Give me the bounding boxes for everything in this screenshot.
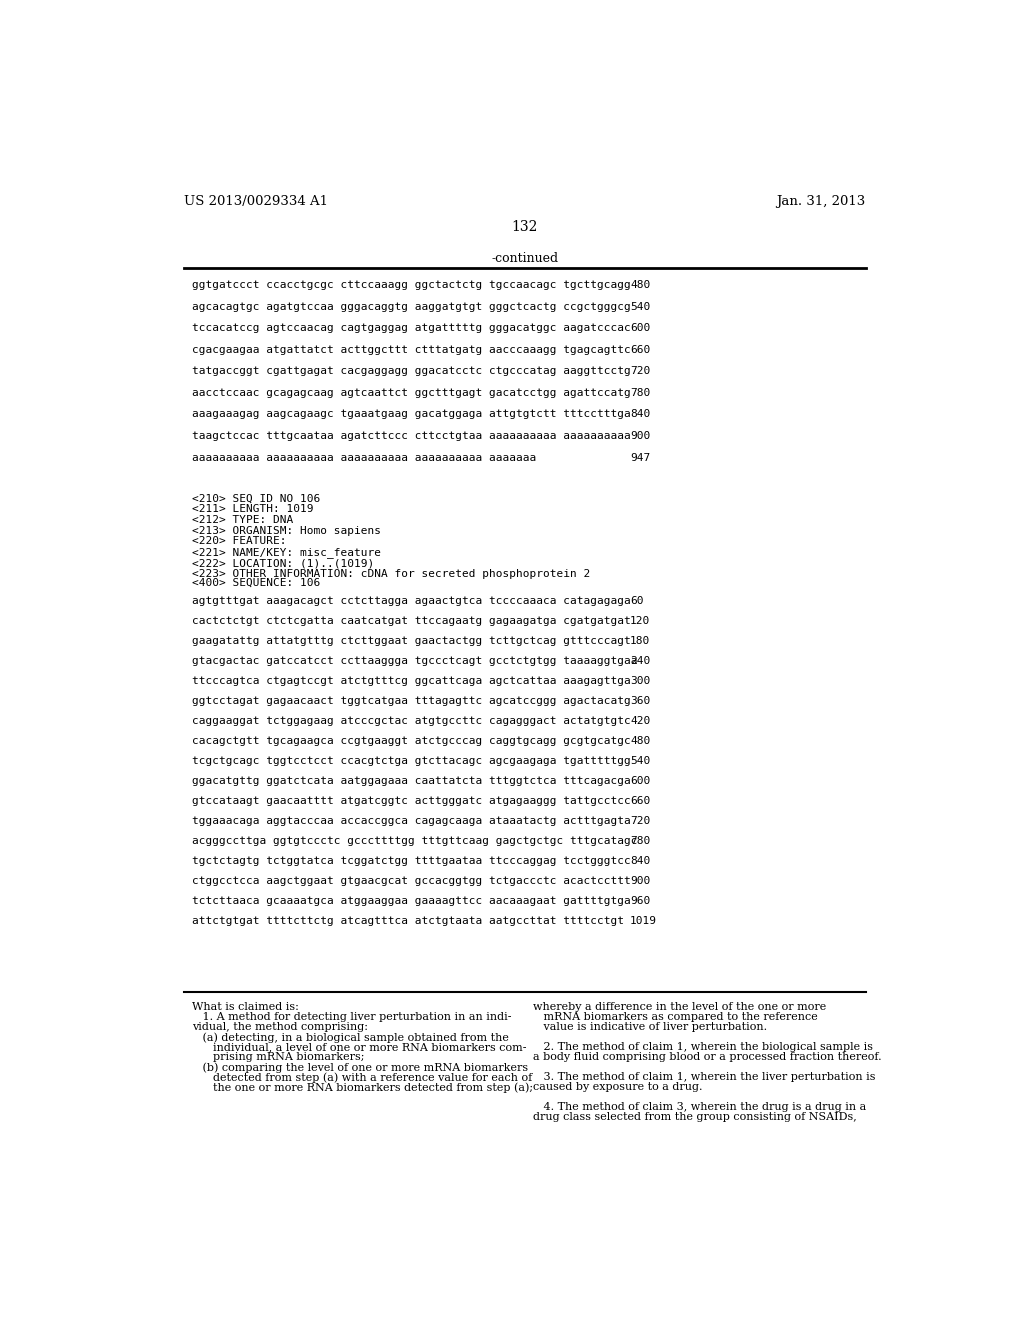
Text: attctgtgat ttttcttctg atcagtttca atctgtaata aatgccttat ttttcctgt: attctgtgat ttttcttctg atcagtttca atctgta… [191, 916, 624, 927]
Text: <220> FEATURE:: <220> FEATURE: [191, 536, 286, 546]
Text: aaaaaaaaaa aaaaaaaaaa aaaaaaaaaa aaaaaaaaaa aaaaaaa: aaaaaaaaaa aaaaaaaaaa aaaaaaaaaa aaaaaaa… [191, 453, 536, 462]
Text: 720: 720 [630, 367, 650, 376]
Text: 900: 900 [630, 430, 650, 441]
Text: individual, a level of one or more RNA biomarkers com-: individual, a level of one or more RNA b… [191, 1043, 526, 1052]
Text: (a) detecting, in a biological sample obtained from the: (a) detecting, in a biological sample ob… [191, 1032, 509, 1043]
Text: 780: 780 [630, 836, 650, 846]
Text: <210> SEQ ID NO 106: <210> SEQ ID NO 106 [191, 494, 319, 503]
Text: <213> ORGANISM: Homo sapiens: <213> ORGANISM: Homo sapiens [191, 525, 381, 536]
Text: 360: 360 [630, 696, 650, 706]
Text: tgctctagtg tctggtatca tcggatctgg ttttgaataa ttcccaggag tcctgggtcc: tgctctagtg tctggtatca tcggatctgg ttttgaa… [191, 857, 631, 866]
Text: 900: 900 [630, 876, 650, 886]
Text: agtgtttgat aaagacagct cctcttagga agaactgtca tccccaaaca catagagaga: agtgtttgat aaagacagct cctcttagga agaactg… [191, 595, 631, 606]
Text: <212> TYPE: DNA: <212> TYPE: DNA [191, 515, 293, 525]
Text: <211> LENGTH: 1019: <211> LENGTH: 1019 [191, 504, 313, 513]
Text: caggaaggat tctggagaag atcccgctac atgtgccttc cagagggact actatgtgtc: caggaaggat tctggagaag atcccgctac atgtgcc… [191, 715, 631, 726]
Text: 1. A method for detecting liver perturbation in an indi-: 1. A method for detecting liver perturba… [191, 1012, 511, 1022]
Text: cactctctgt ctctcgatta caatcatgat ttccagaatg gagaagatga cgatgatgat: cactctctgt ctctcgatta caatcatgat ttccaga… [191, 615, 631, 626]
Text: tggaaacaga aggtacccaa accaccggca cagagcaaga ataaatactg actttgagta: tggaaacaga aggtacccaa accaccggca cagagca… [191, 816, 631, 826]
Text: tctcttaaca gcaaaatgca atggaaggaa gaaaagttcc aacaaagaat gattttgtga: tctcttaaca gcaaaatgca atggaaggaa gaaaagt… [191, 896, 631, 906]
Text: 840: 840 [630, 409, 650, 420]
Text: <400> SEQUENCE: 106: <400> SEQUENCE: 106 [191, 578, 319, 587]
Text: 480: 480 [630, 280, 650, 290]
Text: taagctccac tttgcaataa agatcttccc cttcctgtaa aaaaaaaaaa aaaaaaaaaa: taagctccac tttgcaataa agatcttccc cttcctg… [191, 430, 631, 441]
Text: 420: 420 [630, 715, 650, 726]
Text: <223> OTHER INFORMATION: cDNA for secreted phosphoprotein 2: <223> OTHER INFORMATION: cDNA for secret… [191, 569, 590, 578]
Text: ggacatgttg ggatctcata aatggagaaa caattatcta tttggtctca tttcagacga: ggacatgttg ggatctcata aatggagaaa caattat… [191, 776, 631, 785]
Text: cacagctgtt tgcagaagca ccgtgaaggt atctgcccag caggtgcagg gcgtgcatgc: cacagctgtt tgcagaagca ccgtgaaggt atctgcc… [191, 737, 631, 746]
Text: ggtcctagat gagaacaact tggtcatgaa tttagagttc agcatccggg agactacatg: ggtcctagat gagaacaact tggtcatgaa tttagag… [191, 696, 631, 706]
Text: 720: 720 [630, 816, 650, 826]
Text: ggtgatccct ccacctgcgc cttccaaagg ggctactctg tgccaacagc tgcttgcagg: ggtgatccct ccacctgcgc cttccaaagg ggctact… [191, 280, 631, 290]
Text: whereby a difference in the level of the one or more: whereby a difference in the level of the… [532, 1002, 825, 1012]
Text: gtccataagt gaacaatttt atgatcggtc acttgggatc atgagaaggg tattgcctcc: gtccataagt gaacaatttt atgatcggtc acttggg… [191, 796, 631, 807]
Text: tatgaccggt cgattgagat cacgaggagg ggacatcctc ctgcccatag aaggttcctg: tatgaccggt cgattgagat cacgaggagg ggacatc… [191, 367, 631, 376]
Text: acgggccttga ggtgtccctc gcccttttgg tttgttcaag gagctgctgc tttgcatagc: acgggccttga ggtgtccctc gcccttttgg tttgtt… [191, 836, 637, 846]
Text: 132: 132 [512, 220, 538, 234]
Text: aaagaaagag aagcagaagc tgaaatgaag gacatggaga attgtgtctt tttcctttga: aaagaaagag aagcagaagc tgaaatgaag gacatgg… [191, 409, 631, 420]
Text: 240: 240 [630, 656, 650, 665]
Text: 480: 480 [630, 737, 650, 746]
Text: -continued: -continued [492, 252, 558, 265]
Text: <222> LOCATION: (1)..(1019): <222> LOCATION: (1)..(1019) [191, 558, 374, 568]
Text: prising mRNA biomarkers;: prising mRNA biomarkers; [191, 1052, 365, 1063]
Text: 660: 660 [630, 345, 650, 355]
Text: (b) comparing the level of one or more mRNA biomarkers: (b) comparing the level of one or more m… [191, 1063, 527, 1073]
Text: aacctccaac gcagagcaag agtcaattct ggctttgagt gacatcctgg agattccatg: aacctccaac gcagagcaag agtcaattct ggctttg… [191, 388, 631, 397]
Text: 180: 180 [630, 636, 650, 645]
Text: 300: 300 [630, 676, 650, 686]
Text: 947: 947 [630, 453, 650, 462]
Text: gtacgactac gatccatcct ccttaaggga tgccctcagt gcctctgtgg taaaaggtgaa: gtacgactac gatccatcct ccttaaggga tgccctc… [191, 656, 637, 665]
Text: Jan. 31, 2013: Jan. 31, 2013 [776, 195, 866, 209]
Text: 600: 600 [630, 776, 650, 785]
Text: gaagatattg attatgtttg ctcttggaat gaactactgg tcttgctcag gtttcccagt: gaagatattg attatgtttg ctcttggaat gaactac… [191, 636, 631, 645]
Text: 780: 780 [630, 388, 650, 397]
Text: agcacagtgc agatgtccaa gggacaggtg aaggatgtgt gggctcactg ccgctgggcg: agcacagtgc agatgtccaa gggacaggtg aaggatg… [191, 302, 631, 312]
Text: cgacgaagaa atgattatct acttggcttt ctttatgatg aacccaaagg tgagcagttc: cgacgaagaa atgattatct acttggcttt ctttatg… [191, 345, 631, 355]
Text: 540: 540 [630, 756, 650, 766]
Text: ctggcctcca aagctggaat gtgaacgcat gccacggtgg tctgaccctc acactccttt: ctggcctcca aagctggaat gtgaacgcat gccacgg… [191, 876, 631, 886]
Text: 840: 840 [630, 857, 650, 866]
Text: 2. The method of claim 1, wherein the biological sample is: 2. The method of claim 1, wherein the bi… [532, 1043, 872, 1052]
Text: vidual, the method comprising:: vidual, the method comprising: [191, 1022, 368, 1032]
Text: 960: 960 [630, 896, 650, 906]
Text: 540: 540 [630, 302, 650, 312]
Text: 660: 660 [630, 796, 650, 807]
Text: US 2013/0029334 A1: US 2013/0029334 A1 [183, 195, 328, 209]
Text: the one or more RNA biomarkers detected from step (a);: the one or more RNA biomarkers detected … [191, 1082, 532, 1093]
Text: caused by exposure to a drug.: caused by exposure to a drug. [532, 1082, 702, 1093]
Text: mRNA biomarkers as compared to the reference: mRNA biomarkers as compared to the refer… [532, 1012, 817, 1022]
Text: detected from step (a) with a reference value for each of: detected from step (a) with a reference … [191, 1072, 531, 1082]
Text: ttcccagtca ctgagtccgt atctgtttcg ggcattcaga agctcattaa aaagagttga: ttcccagtca ctgagtccgt atctgtttcg ggcattc… [191, 676, 631, 686]
Text: What is claimed is:: What is claimed is: [191, 1002, 298, 1012]
Text: 1019: 1019 [630, 916, 657, 927]
Text: 600: 600 [630, 323, 650, 333]
Text: value is indicative of liver perturbation.: value is indicative of liver perturbatio… [532, 1022, 767, 1032]
Text: tcgctgcagc tggtcctcct ccacgtctga gtcttacagc agcgaagaga tgatttttgg: tcgctgcagc tggtcctcct ccacgtctga gtcttac… [191, 756, 631, 766]
Text: drug class selected from the group consisting of NSAIDs,: drug class selected from the group consi… [532, 1113, 856, 1122]
Text: a body fluid comprising blood or a processed fraction thereof.: a body fluid comprising blood or a proce… [532, 1052, 882, 1063]
Text: tccacatccg agtccaacag cagtgaggag atgatttttg gggacatggc aagatcccac: tccacatccg agtccaacag cagtgaggag atgattt… [191, 323, 631, 333]
Text: 60: 60 [630, 595, 644, 606]
Text: 4. The method of claim 3, wherein the drug is a drug in a: 4. The method of claim 3, wherein the dr… [532, 1102, 866, 1113]
Text: <221> NAME/KEY: misc_feature: <221> NAME/KEY: misc_feature [191, 548, 381, 558]
Text: 120: 120 [630, 615, 650, 626]
Text: 3. The method of claim 1, wherein the liver perturbation is: 3. The method of claim 1, wherein the li… [532, 1072, 876, 1082]
